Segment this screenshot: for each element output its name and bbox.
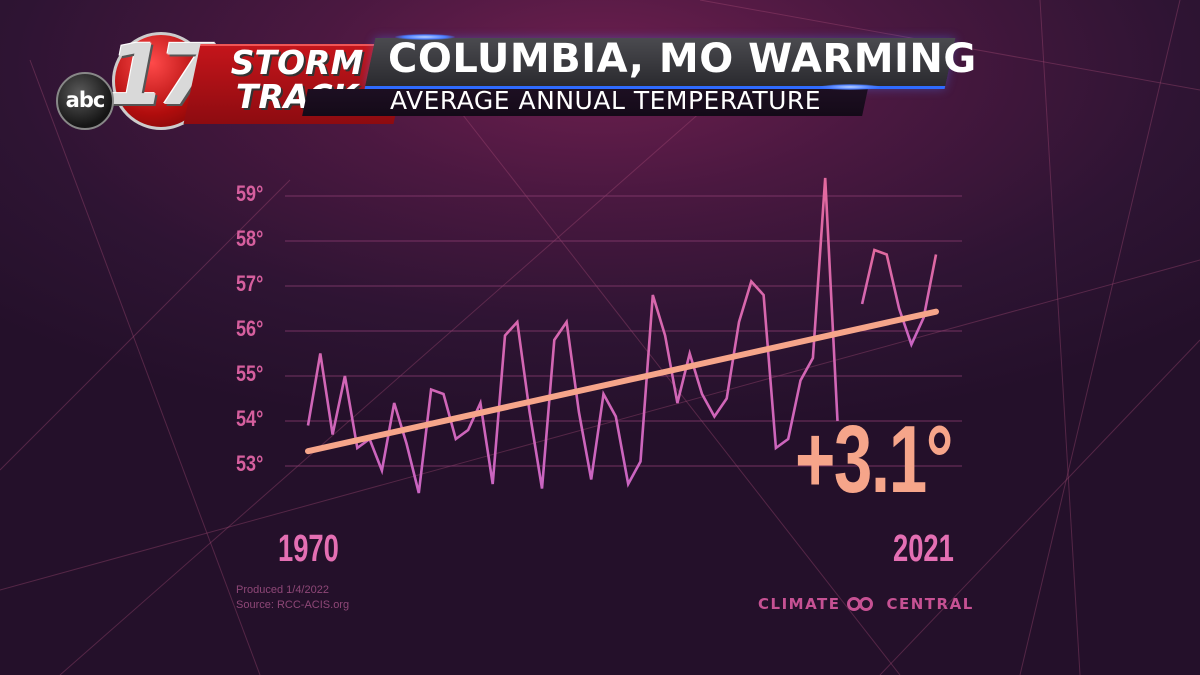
abc-logo-icon: [56, 72, 114, 130]
bg-line: [29, 59, 261, 675]
climate-central-rings-icon: [846, 596, 881, 612]
climate-central-brand: CLIMATE: [758, 595, 841, 613]
abc-logo-text: abc: [65, 88, 106, 112]
page-subtitle: AVERAGE ANNUAL TEMPERATURE: [390, 86, 822, 115]
bg-line: [0, 179, 291, 471]
y-tick-label: 53°: [236, 451, 264, 476]
glow-accent: [395, 34, 455, 40]
y-tick-label: 56°: [236, 316, 264, 341]
y-tick-label: 58°: [236, 226, 264, 251]
temperature-series-line: [306, 177, 839, 494]
bg-line: [1019, 0, 1181, 675]
temperature-series-line: [860, 248, 938, 349]
warming-annotation: +3.1°: [795, 406, 953, 513]
y-tick-label: 55°: [236, 361, 264, 386]
produced-date: Produced 1/4/2022: [236, 584, 329, 596]
glow-accent: [820, 84, 880, 90]
y-tick-label: 57°: [236, 271, 264, 296]
trend-line: [305, 308, 939, 455]
page-title: COLUMBIA, MO WARMING: [388, 36, 977, 82]
bg-line: [59, 59, 761, 675]
bg-line: [879, 339, 1200, 675]
climate-central-brand-2: CENTRAL: [886, 595, 974, 613]
bg-line: [419, 59, 901, 675]
x-axis-end-label: 2021: [893, 528, 954, 570]
climate-central-logo: CLIMATE CENTRAL: [758, 595, 974, 613]
brand-line-1: STORM: [230, 43, 364, 82]
y-tick-label: 54°: [236, 406, 264, 431]
y-tick-label: 59°: [236, 181, 264, 206]
header: 17 STORM TRACK abc COLUMBIA, MO WARMING …: [0, 0, 1200, 140]
bg-line: [1039, 0, 1081, 675]
x-axis-start-label: 1970: [278, 528, 339, 570]
data-source: Source: RCC-ACIS.org: [236, 599, 350, 611]
